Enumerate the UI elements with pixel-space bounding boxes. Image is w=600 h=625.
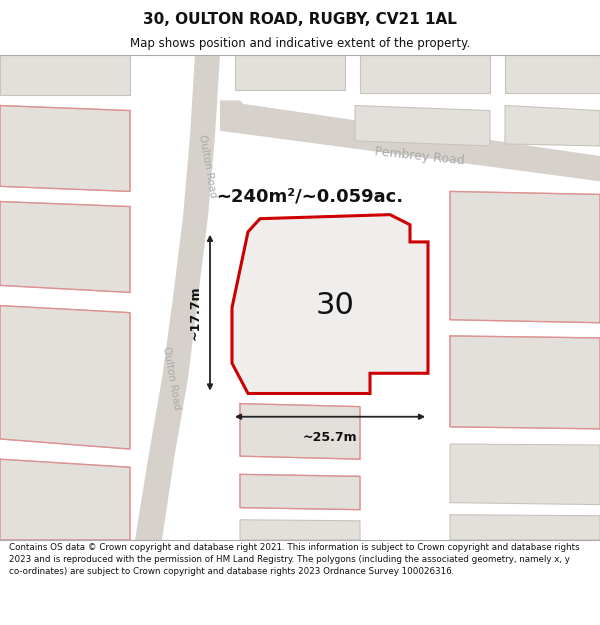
- Polygon shape: [240, 404, 360, 459]
- Polygon shape: [505, 55, 600, 93]
- Polygon shape: [240, 520, 360, 540]
- Polygon shape: [135, 55, 220, 540]
- Text: Contains OS data © Crown copyright and database right 2021. This information is : Contains OS data © Crown copyright and d…: [9, 542, 580, 576]
- Text: ~240m²/~0.059ac.: ~240m²/~0.059ac.: [217, 188, 404, 206]
- Text: Oulton Road: Oulton Road: [197, 134, 218, 199]
- Polygon shape: [232, 214, 428, 394]
- Polygon shape: [355, 106, 490, 146]
- Polygon shape: [450, 515, 600, 540]
- Text: 30: 30: [316, 291, 355, 320]
- Polygon shape: [0, 306, 130, 449]
- Polygon shape: [0, 459, 130, 540]
- Polygon shape: [0, 106, 130, 191]
- Polygon shape: [450, 336, 600, 429]
- Polygon shape: [450, 444, 600, 504]
- Text: ~25.7m: ~25.7m: [302, 431, 358, 444]
- Text: 30, OULTON ROAD, RUGBY, CV21 1AL: 30, OULTON ROAD, RUGBY, CV21 1AL: [143, 12, 457, 27]
- Polygon shape: [240, 474, 360, 510]
- Text: Oulton Road: Oulton Road: [161, 346, 182, 411]
- Text: ~17.7m: ~17.7m: [189, 286, 202, 340]
- Polygon shape: [220, 101, 600, 181]
- Polygon shape: [505, 106, 600, 146]
- Polygon shape: [235, 55, 345, 91]
- Polygon shape: [0, 201, 130, 292]
- Text: Map shows position and indicative extent of the property.: Map shows position and indicative extent…: [130, 38, 470, 51]
- Polygon shape: [0, 55, 130, 96]
- Text: Pembrey Road: Pembrey Road: [374, 145, 466, 168]
- Polygon shape: [220, 101, 245, 131]
- Polygon shape: [450, 191, 600, 322]
- Polygon shape: [360, 55, 490, 93]
